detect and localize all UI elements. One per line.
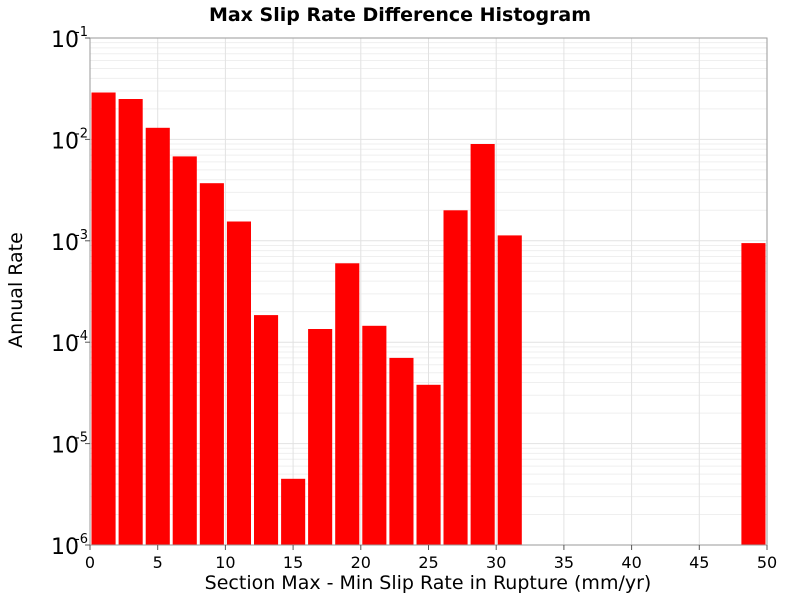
y-tick-base: 10 — [51, 129, 79, 154]
histogram-bar — [470, 144, 495, 545]
x-tick-label: 40 — [621, 553, 641, 572]
y-tick-label: 10-2 — [51, 126, 88, 154]
histogram-bar — [91, 92, 116, 545]
y-axis-label: Annual Rate — [5, 232, 27, 348]
bars — [91, 92, 766, 546]
x-tick-label: 20 — [351, 553, 371, 572]
histogram-bar — [172, 156, 197, 545]
histogram-bar — [145, 127, 170, 546]
histogram-bar — [389, 357, 414, 545]
chart-title: Max Slip Rate Difference Histogram — [209, 4, 591, 26]
y-tick-base: 10 — [51, 231, 79, 256]
histogram-bar — [416, 384, 441, 545]
y-tick-exponent: -6 — [75, 532, 88, 547]
histogram-bar — [199, 183, 224, 545]
histogram-bar — [335, 263, 360, 545]
y-tick-label: 10-4 — [51, 329, 88, 357]
x-tick-label: 25 — [418, 553, 438, 572]
y-tick-label: 10-5 — [51, 431, 88, 459]
y-tick-exponent: -2 — [75, 126, 88, 141]
x-tick-label: 10 — [215, 553, 235, 572]
x-tick-label: 15 — [283, 553, 303, 572]
x-axis-ticks: 0 5 10 15 20 25 30 35 40 45 50 — [85, 545, 777, 572]
histogram-bar — [254, 315, 279, 545]
x-axis-label: Section Max - Min Slip Rate in Rupture (… — [205, 572, 652, 594]
x-tick-label: 0 — [85, 553, 95, 572]
y-axis-ticks: 10-610-510-410-310-210-1 — [51, 25, 90, 560]
x-tick-label: 30 — [486, 553, 506, 572]
y-tick-exponent: -1 — [75, 25, 88, 40]
x-tick-label: 45 — [689, 553, 709, 572]
histogram-bar — [281, 478, 306, 545]
histogram-bar — [741, 243, 766, 545]
x-tick-label: 5 — [153, 553, 163, 572]
histogram-bar — [308, 329, 333, 545]
histogram-bar — [443, 210, 468, 546]
x-tick-label: 35 — [554, 553, 574, 572]
y-tick-base: 10 — [51, 434, 79, 459]
y-tick-base: 10 — [51, 332, 79, 357]
y-tick-exponent: -5 — [75, 431, 88, 446]
y-tick-exponent: -3 — [75, 228, 88, 243]
histogram-bar — [226, 221, 251, 545]
histogram-bar — [362, 325, 387, 545]
histogram-bar — [497, 235, 522, 545]
y-tick-label: 10-3 — [51, 228, 88, 256]
y-tick-base: 10 — [51, 535, 79, 560]
histogram-bar — [118, 99, 143, 545]
y-tick-base: 10 — [51, 28, 79, 53]
y-tick-label: 10-6 — [51, 532, 88, 560]
y-tick-label: 10-1 — [51, 25, 88, 53]
y-tick-exponent: -4 — [75, 329, 88, 344]
x-tick-label: 50 — [757, 553, 777, 572]
